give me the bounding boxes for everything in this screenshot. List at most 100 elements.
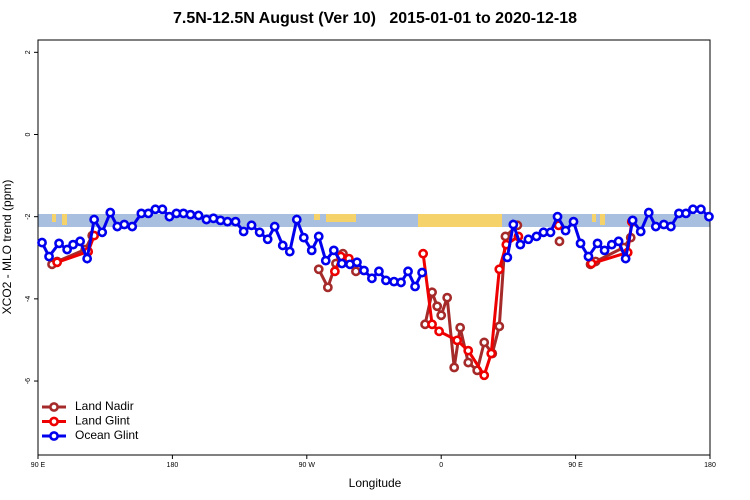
data-point [381, 275, 391, 286]
plot-frame [37, 39, 711, 456]
data-point [367, 273, 377, 284]
data-point [329, 266, 340, 277]
data-point [455, 322, 466, 333]
data-point [554, 236, 565, 247]
data-point [222, 216, 233, 227]
data-point [230, 216, 241, 227]
land-patch [592, 214, 596, 222]
x-tick-label: 90 W [299, 462, 316, 469]
data-point [119, 219, 130, 230]
data-point [328, 245, 339, 256]
data-point [592, 238, 603, 249]
data-point [403, 266, 413, 277]
data-point [105, 207, 116, 218]
data-point [157, 204, 168, 215]
legend-label: Land Nadir [75, 399, 134, 413]
data-point [75, 236, 86, 247]
x-tick-label: 180 [167, 462, 179, 469]
data-point [500, 231, 511, 242]
data-point [545, 227, 556, 238]
data-point [681, 208, 691, 219]
chart-title: 7.5N-12.5N August (Ver 10) 2015-01-01 to… [173, 10, 577, 27]
land-patch [62, 214, 67, 225]
data-point [336, 258, 347, 269]
data-point [463, 345, 474, 356]
data-point [306, 245, 317, 256]
data-point [568, 216, 579, 227]
data-point [452, 335, 463, 346]
data-point [479, 370, 490, 381]
data-point [432, 301, 443, 312]
legend-marker [49, 402, 59, 412]
data-point [262, 234, 273, 245]
data-point [427, 319, 437, 330]
data-point [695, 204, 706, 215]
data-point [502, 252, 513, 263]
y-tick-label: -6 [25, 378, 32, 384]
data-point [627, 215, 638, 226]
data-point [560, 225, 571, 236]
data-point [298, 232, 309, 243]
data-point [62, 244, 73, 255]
data-point [635, 226, 646, 237]
data-point [320, 255, 331, 266]
data-point [650, 221, 661, 232]
series-line [51, 224, 632, 374]
data-point [418, 248, 429, 259]
data-point [37, 237, 47, 248]
data-point [531, 231, 542, 242]
data-point [494, 264, 505, 275]
data-point [508, 219, 519, 230]
data-point [486, 348, 497, 359]
data-point [52, 257, 63, 268]
data-point [291, 214, 302, 225]
data-point [523, 234, 534, 245]
data-point [254, 227, 265, 238]
y-tick-label: 2 [25, 50, 32, 54]
data-point [322, 282, 333, 293]
data-point [665, 221, 676, 232]
data-point [54, 238, 64, 249]
data-point [613, 236, 624, 247]
data-point [359, 265, 369, 276]
data-point [494, 321, 505, 332]
data-point [284, 246, 295, 257]
x-axis-label: Longitude [349, 476, 402, 490]
data-point [575, 238, 586, 249]
x-tick-label: 180 [704, 462, 716, 469]
data-point [246, 220, 257, 231]
data-point [434, 326, 445, 337]
data-point [193, 210, 204, 221]
data-point [97, 227, 108, 238]
x-tick-label: 90 E [31, 462, 46, 469]
data-point [185, 209, 196, 220]
data-point [238, 226, 249, 237]
data-point [552, 211, 563, 222]
data-point [352, 257, 362, 268]
x-tick-label: 0 [439, 462, 443, 469]
data-point [449, 362, 460, 373]
data-point [583, 251, 594, 262]
data-point [436, 310, 447, 321]
data-point [313, 264, 324, 275]
y-tick-label: 0 [25, 132, 32, 136]
data-point [44, 251, 54, 262]
data-point [143, 208, 154, 219]
x-tick-label: 90 E [568, 462, 583, 469]
data-point [89, 214, 100, 225]
y-tick-label: -2 [25, 213, 32, 219]
data-point [599, 245, 610, 256]
data-point [277, 240, 288, 251]
y-tick-label: -4 [25, 296, 32, 302]
data-point [704, 211, 714, 222]
data-point [463, 357, 474, 368]
data-point [351, 266, 361, 277]
land-patch [418, 214, 502, 227]
data-point [82, 253, 93, 264]
land-patch [52, 214, 56, 222]
data-point [127, 221, 138, 232]
series-line [56, 221, 634, 379]
data-point [269, 221, 280, 232]
data-point [374, 266, 384, 277]
